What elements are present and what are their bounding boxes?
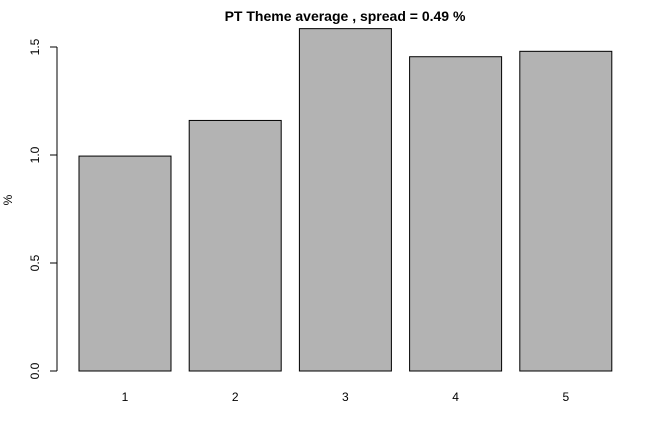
x-tick-labels: 1 2 3 4 5 [122, 390, 570, 404]
chart-title: PT Theme average , spread = 0.49 % [225, 8, 466, 24]
bar-3 [298, 28, 392, 372]
x-tick-label: 1 [122, 390, 129, 404]
x-tick-label: 3 [342, 390, 349, 404]
y-axis: 0.0 0.5 1.0 1.5 [28, 38, 58, 379]
y-tick-label: 1.5 [28, 38, 42, 55]
y-tick-label: 0.5 [28, 254, 42, 271]
bar-4 [409, 56, 503, 372]
x-tick-label: 5 [562, 390, 569, 404]
x-tick-label: 2 [232, 390, 239, 404]
bar-1 [78, 155, 172, 372]
y-tick-label: 0.0 [28, 362, 42, 379]
bar-2 [188, 119, 282, 372]
bar-5 [519, 50, 613, 372]
y-tick-label: 1.0 [28, 146, 42, 163]
y-axis-label: % [1, 194, 15, 205]
bars-group [78, 28, 613, 372]
x-tick-label: 4 [452, 390, 459, 404]
